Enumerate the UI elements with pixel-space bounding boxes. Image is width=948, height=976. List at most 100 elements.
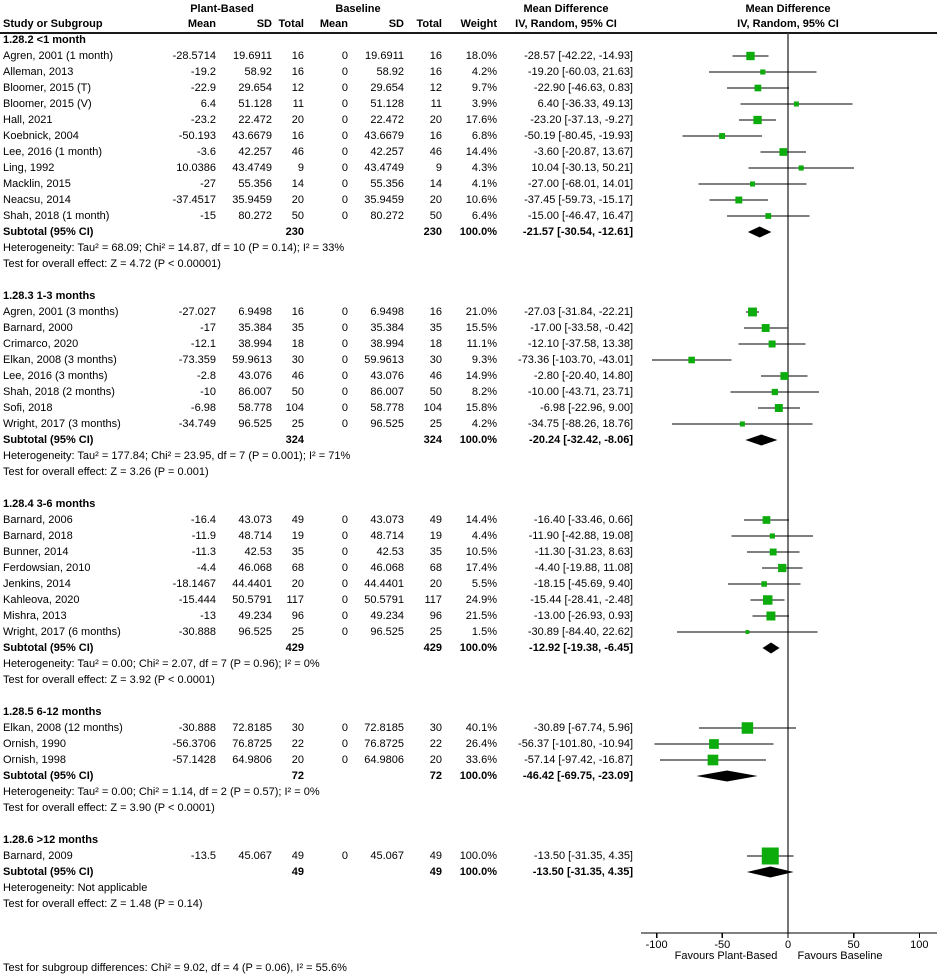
subtotal-weight: 100.0%: [459, 642, 497, 654]
heterogeneity-row: Heterogeneity: Tau² = 68.09; Chi² = 14.8…: [0, 240, 948, 256]
base-total-cell: 16: [429, 130, 442, 142]
study-name: Ling, 1992: [3, 162, 55, 174]
study-column-header: Study or Subgroup: [3, 18, 103, 30]
pb-mean-cell: -34.749: [178, 418, 216, 430]
study-row: Shah, 2018 (2 months) -10 86.007 50 0 86.007 5…: [0, 384, 948, 400]
ci-cell: -15.44 [-28.41, -2.48]: [530, 594, 633, 606]
pb-total-cell: 20: [291, 578, 304, 590]
subtotal-row: Subtotal (95% CI) 49 49 100.0% -13.50 [-31.3…: [0, 864, 948, 880]
base-mean-cell: 0: [341, 402, 348, 414]
base-sd-cell: 51.128: [370, 98, 404, 110]
study-name: Jenkins, 2014: [3, 578, 71, 590]
base-mean-cell: 0: [341, 754, 348, 766]
pb-mean-column-header: Mean: [187, 18, 216, 30]
base-sd-cell: 38.994: [370, 338, 404, 350]
study-row: Bloomer, 2015 (V) 6.4 51.128 11 0 51.128 11 3.9…: [0, 96, 948, 112]
pb-total-cell: 49: [291, 514, 304, 526]
subtotal-base-total: 324: [423, 434, 442, 446]
pb-mean-cell: -37.4517: [172, 194, 216, 206]
pb-sd-cell: 42.257: [238, 146, 272, 158]
subtotal-label: Subtotal (95% CI): [3, 770, 94, 782]
pb-total-cell: 50: [291, 210, 304, 222]
study-row: Barnard, 2009 -13.5 45.067 49 0 45.067 49 100.0…: [0, 848, 948, 864]
heterogeneity-row: Heterogeneity: Tau² = 0.00; Chi² = 2.07,…: [0, 656, 948, 672]
base-sd-cell: 43.073: [370, 514, 404, 526]
ci-cell: -10.00 [-43.71, 23.71]: [527, 386, 633, 398]
base-total-cell: 25: [429, 626, 442, 638]
mean-difference-header: Mean Difference: [523, 3, 609, 15]
base-mean-cell: 0: [341, 322, 348, 334]
ci-cell: -34.75 [-88.26, 18.76]: [527, 418, 633, 430]
heterogeneity-text: Heterogeneity: Tau² = 68.09; Chi² = 14.8…: [3, 242, 345, 254]
base-mean-cell: 0: [341, 514, 348, 526]
subtotal-weight: 100.0%: [459, 866, 497, 878]
pb-total-cell: 68: [291, 562, 304, 574]
subtotal-pb-total: 49: [291, 866, 304, 878]
study-name: Ornish, 1998: [3, 754, 66, 766]
pb-total-cell: 30: [291, 354, 304, 366]
pb-total-cell: 35: [291, 546, 304, 558]
study-row: Crimarco, 2020 -12.1 38.994 18 0 38.994 18 11.1…: [0, 336, 948, 352]
ci-cell: -3.60 [-20.87, 13.67]: [533, 146, 633, 158]
pb-sd-cell: 6.9498: [238, 306, 272, 318]
overall-effect-row: Test for overall effect: Z = 3.26 (P = 0…: [0, 464, 948, 480]
ci-cell: -27.00 [-68.01, 14.01]: [527, 178, 633, 190]
overall-effect-row: Test for overall effect: Z = 3.90 (P < 0…: [0, 800, 948, 816]
pb-sd-cell: 51.128: [238, 98, 272, 110]
base-total-cell: 20: [429, 754, 442, 766]
base-total-cell: 20: [429, 114, 442, 126]
base-mean-cell: 0: [341, 850, 348, 862]
study-row: Mishra, 2013 -13 49.234 96 0 49.234 96 21.5% -13…: [0, 608, 948, 624]
base-mean-cell: 0: [341, 530, 348, 542]
pb-total-cell: 35: [291, 322, 304, 334]
study-row: Agren, 2001 (3 months) -27.027 6.9498 16 0 6.…: [0, 304, 948, 320]
ci-cell: -27.03 [-31.84, -22.21]: [524, 306, 633, 318]
base-mean-cell: 0: [341, 386, 348, 398]
pb-total-cell: 25: [291, 626, 304, 638]
heterogeneity-text: Heterogeneity: Tau² = 177.84; Chi² = 23.…: [3, 450, 351, 462]
base-mean-cell: 0: [341, 594, 348, 606]
study-name: Bunner, 2014: [3, 546, 69, 558]
pb-sd-cell: 58.92: [244, 66, 272, 78]
subtotal-base-total: 49: [429, 866, 442, 878]
weight-cell: 17.4%: [465, 562, 497, 574]
study-name: Agren, 2001 (3 months): [3, 306, 119, 318]
base-total-column-header: Total: [416, 18, 442, 30]
pb-total-cell: 20: [291, 754, 304, 766]
study-name: Shah, 2018 (2 months): [3, 386, 115, 398]
subgroup-label: 1.28.5 6-12 months: [3, 706, 102, 718]
subtotal-ci: -12.92 [-19.38, -6.45]: [529, 642, 633, 654]
weight-cell: 40.1%: [465, 722, 497, 734]
pb-sd-cell: 43.076: [238, 370, 272, 382]
pb-mean-cell: -57.1428: [172, 754, 216, 766]
base-mean-cell: 0: [341, 194, 348, 206]
base-sd-cell: 22.472: [370, 114, 404, 126]
overall-effect-text: Test for overall effect: Z = 3.92 (P < 0…: [3, 674, 215, 686]
study-row: Bloomer, 2015 (T) -22.9 29.654 12 0 29.654 12 9…: [0, 80, 948, 96]
base-mean-cell: 0: [341, 210, 348, 222]
study-row: Alleman, 2013 -19.2 58.92 16 0 58.92 16 4.2% -19…: [0, 64, 948, 80]
ci-cell: -50.19 [-80.45, -19.93]: [524, 130, 633, 142]
ci-cell: -2.80 [-20.40, 14.80]: [533, 370, 633, 382]
subtotal-label: Subtotal (95% CI): [3, 642, 94, 654]
weight-cell: 6.4%: [471, 210, 497, 222]
study-row: Neacsu, 2014 -37.4517 35.9459 20 0 35.9459 20 1…: [0, 192, 948, 208]
favours-right-label: Favours Baseline: [797, 950, 883, 962]
pb-sd-cell: 43.4749: [232, 162, 272, 174]
weight-cell: 9.7%: [471, 82, 497, 94]
base-mean-cell: 0: [341, 338, 348, 350]
ci-cell: -17.00 [-33.58, -0.42]: [530, 322, 633, 334]
ci-cell: -6.98 [-22.96, 9.00]: [540, 402, 633, 414]
pb-mean-cell: -6.98: [190, 402, 216, 414]
study-row: Wright, 2017 (3 months) -34.749 96.525 25 0 9…: [0, 416, 948, 432]
subgroup-differences-test: Test for subgroup differences: Chi² = 9.…: [3, 962, 347, 974]
heterogeneity-text: Heterogeneity: Not applicable: [3, 882, 148, 894]
base-sd-cell: 59.9613: [364, 354, 404, 366]
study-name: Kahleova, 2020: [3, 594, 80, 606]
subgroup-label: 1.28.6 >12 months: [3, 834, 99, 846]
pb-total-cell: 9: [297, 162, 304, 174]
pb-total-cell: 104: [285, 402, 304, 414]
ci-cell: -30.89 [-67.74, 5.96]: [533, 722, 633, 734]
base-sd-cell: 55.356: [370, 178, 404, 190]
overall-effect-text: Test for overall effect: Z = 3.26 (P = 0…: [3, 466, 209, 478]
